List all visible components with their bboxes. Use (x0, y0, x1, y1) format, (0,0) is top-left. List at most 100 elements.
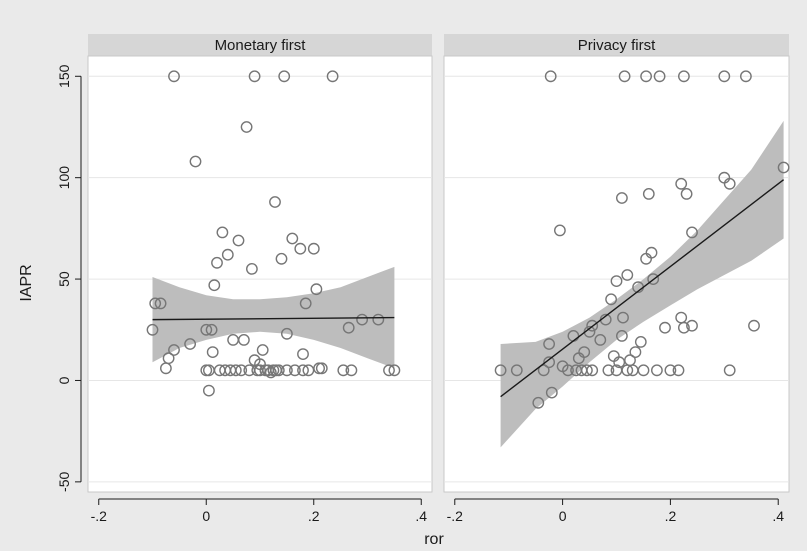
data-point (269, 196, 281, 208)
data-point (675, 177, 688, 190)
panel-1: Monetary first -.2 0 .2 .4 (87, 34, 433, 524)
data-point (621, 269, 634, 281)
data-point (162, 352, 175, 365)
x-tick-label: -.2 (91, 508, 108, 524)
data-point (149, 297, 162, 310)
y-tick-label: 0 (56, 376, 72, 384)
data-point (211, 256, 223, 269)
data-point (388, 364, 401, 377)
data-point (532, 396, 545, 409)
data-point (310, 283, 323, 296)
data-point (168, 344, 180, 356)
data-point (651, 364, 663, 377)
data-point (184, 338, 197, 350)
data-point (543, 338, 555, 350)
data-point (307, 242, 320, 255)
data-point (637, 364, 650, 377)
data-point (586, 364, 599, 377)
data-point (232, 234, 245, 247)
panel-title: Monetary first (215, 37, 307, 54)
data-point (610, 275, 623, 287)
data-point (297, 364, 309, 377)
data-point (686, 226, 698, 239)
data-point (581, 364, 593, 377)
plot-area (443, 55, 790, 493)
y-tick-label: 100 (56, 166, 72, 190)
data-point (237, 333, 250, 346)
plot-area (87, 55, 433, 493)
data-point (288, 364, 301, 377)
x-tick-label: -.2 (447, 508, 464, 524)
x-tick-label: .4 (415, 508, 427, 524)
data-point (494, 364, 507, 377)
data-point (383, 364, 395, 377)
data-point (345, 364, 358, 377)
data-point (616, 329, 628, 342)
data-point (537, 364, 550, 377)
data-point (264, 366, 277, 379)
x-tick-label: .2 (308, 508, 320, 524)
y-tick-label: 50 (56, 271, 72, 287)
data-point (543, 356, 555, 369)
data-point (256, 344, 269, 356)
data-point (602, 364, 615, 377)
data-point (272, 364, 285, 377)
data-point (613, 356, 626, 369)
data-point (229, 364, 242, 377)
data-point (672, 364, 685, 377)
data-point (618, 70, 631, 83)
x-tick-label: 0 (559, 508, 567, 524)
data-point (356, 313, 368, 326)
data-point (678, 70, 690, 83)
data-point (605, 293, 617, 306)
data-point (634, 335, 647, 348)
data-point (221, 248, 234, 261)
data-point (337, 364, 350, 377)
data-point (594, 333, 607, 346)
panel-header (444, 34, 789, 56)
data-point (664, 364, 677, 377)
data-point (208, 279, 221, 292)
data-point (510, 364, 523, 377)
data-point (294, 242, 307, 255)
data-point (254, 364, 266, 377)
data-point (168, 70, 180, 83)
data-point (146, 323, 159, 336)
data-point (578, 346, 591, 358)
panels-layer: Monetary first -.2 0 .2 .4 Privacy first -.2 0.… (87, 34, 790, 524)
data-point (680, 187, 693, 200)
data-point (372, 313, 385, 326)
scatter-points (146, 70, 401, 397)
data-point (240, 121, 253, 133)
panel-header (88, 34, 432, 56)
data-point (629, 346, 642, 358)
data-point (299, 297, 312, 310)
data-point (297, 348, 309, 360)
data-point (245, 262, 258, 275)
y-tick-label: -50 (56, 472, 72, 492)
data-point (235, 364, 248, 377)
data-point (545, 386, 558, 399)
data-point (617, 311, 629, 324)
x-axis-label: ror (424, 531, 444, 548)
data-point (278, 70, 291, 83)
data-point (616, 192, 628, 204)
data-point (777, 161, 790, 174)
data-point (154, 297, 167, 310)
data-point (686, 319, 698, 332)
data-point (326, 70, 339, 83)
data-point (642, 187, 655, 200)
data-point (723, 364, 736, 377)
data-point (280, 364, 293, 377)
data-point (189, 155, 202, 168)
data-point (200, 323, 213, 336)
data-point (202, 384, 215, 397)
data-point (280, 327, 293, 340)
data-point (645, 246, 658, 259)
scatter-points (494, 70, 790, 409)
data-point (206, 346, 219, 358)
data-point (342, 321, 355, 334)
data-point (748, 319, 760, 332)
data-point (653, 70, 666, 83)
